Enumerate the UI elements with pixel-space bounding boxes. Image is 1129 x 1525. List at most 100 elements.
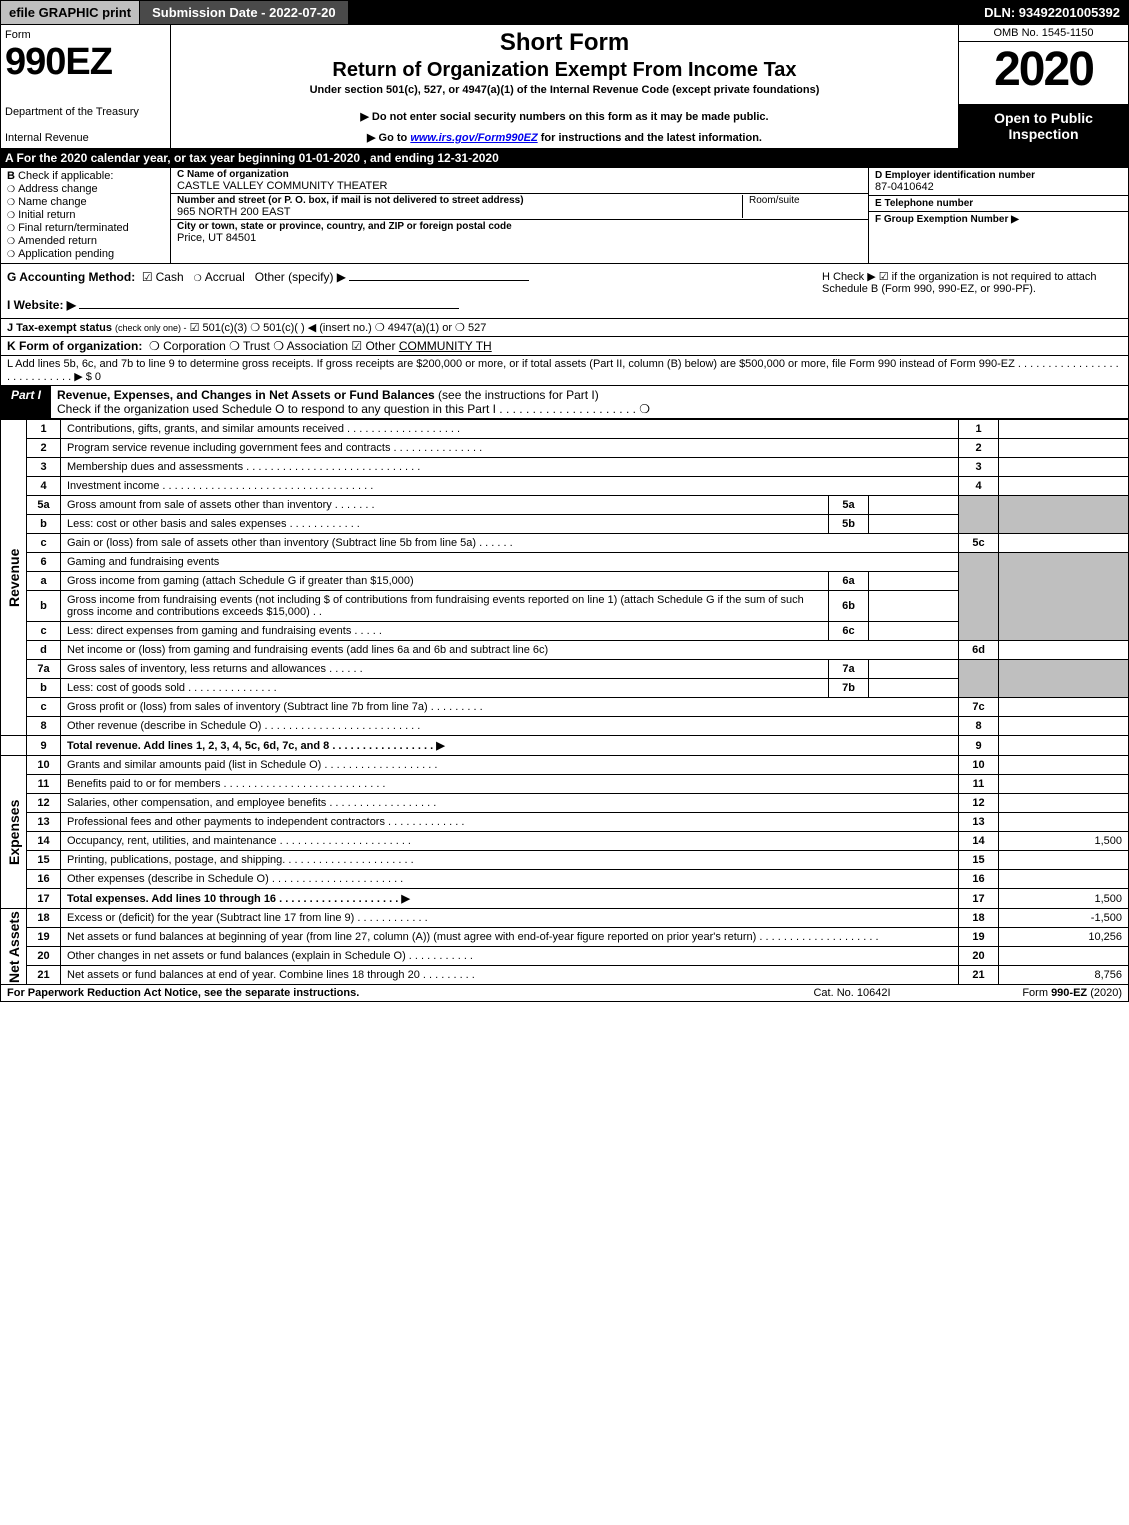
section-bcdef: B Check if applicable: Address change Na… <box>0 168 1129 264</box>
dln-label: DLN: 93492201005392 <box>976 1 1128 24</box>
form-word: Form <box>5 29 162 41</box>
c-name-value: CASTLE VALLEY COMMUNITY THEATER <box>177 180 862 192</box>
goto-post: for instructions and the latest informat… <box>538 132 762 144</box>
row-7a: 7aGross sales of inventory, less returns… <box>1 660 1129 679</box>
c-addr-label: Number and street (or P. O. box, if mail… <box>177 195 742 206</box>
header-left: Form 990EZ Department of the Treasury In… <box>1 25 171 148</box>
footer: For Paperwork Reduction Act Notice, see … <box>0 985 1129 1002</box>
k-other-val: COMMUNITY TH <box>399 339 492 353</box>
part1-title-main: Revenue, Expenses, and Changes in Net As… <box>57 388 435 402</box>
row-6d: dNet income or (loss) from gaming and fu… <box>1 641 1129 660</box>
row-14: 14Occupancy, rent, utilities, and mainte… <box>1 832 1129 851</box>
j-label: J Tax-exempt status <box>7 322 112 334</box>
header-center: Short Form Return of Organization Exempt… <box>171 25 958 148</box>
part1-title: Revenue, Expenses, and Changes in Net As… <box>51 386 1128 418</box>
c-city-value: Price, UT 84501 <box>177 232 862 244</box>
col-def: D Employer identification number 87-0410… <box>868 168 1128 263</box>
row-13: 13Professional fees and other payments t… <box>1 813 1129 832</box>
side-netassets: Net Assets <box>1 909 27 985</box>
chk-final-return[interactable]: Final return/terminated <box>7 222 164 234</box>
b-check-if: Check if applicable: <box>18 170 113 182</box>
h-schedule-b: H Check ▶ ☑ if the organization is not r… <box>822 270 1122 312</box>
col-b: B Check if applicable: Address change Na… <box>1 168 171 263</box>
row-15: 15Printing, publications, postage, and s… <box>1 851 1129 870</box>
row-20: 20Other changes in net assets or fund ba… <box>1 947 1129 966</box>
j-tax-exempt: J Tax-exempt status (check only one) - ☑… <box>0 319 1129 337</box>
f-group-row: F Group Exemption Number ▶ <box>869 212 1128 263</box>
footer-catno: Cat. No. 10642I <box>752 987 952 999</box>
row-10: Expenses 10Grants and similar amounts pa… <box>1 756 1129 775</box>
row-11: 11Benefits paid to or for members . . . … <box>1 775 1129 794</box>
tax-year: 2020 <box>959 42 1128 104</box>
efile-print-button[interactable]: efile GRAPHIC print <box>1 1 140 24</box>
part1-label: Part I <box>1 386 51 418</box>
row-1: Revenue 1Contributions, gifts, grants, a… <box>1 420 1129 439</box>
chk-address-change[interactable]: Address change <box>7 183 164 195</box>
l-gross-receipts: L Add lines 5b, 6c, and 7b to line 9 to … <box>0 356 1129 386</box>
row-5c: cGain or (loss) from sale of assets othe… <box>1 534 1129 553</box>
k-opts[interactable]: ❍ Corporation ❍ Trust ❍ Association ☑ Ot… <box>149 339 395 353</box>
k-label: K Form of organization: <box>7 339 142 353</box>
part1-title-sub: (see the instructions for Part I) <box>438 388 599 402</box>
header-right: OMB No. 1545-1150 2020 Open to Public In… <box>958 25 1128 148</box>
d-ein-value: 87-0410642 <box>875 181 1122 193</box>
goto-line: ▶ Go to www.irs.gov/Form990EZ for instru… <box>179 131 950 144</box>
row-4: 4Investment income . . . . . . . . . . .… <box>1 477 1129 496</box>
d-ein-row: D Employer identification number 87-0410… <box>869 168 1128 196</box>
g-other-blank[interactable] <box>349 280 529 281</box>
website-blank[interactable] <box>79 308 459 309</box>
row-2: 2Program service revenue including gover… <box>1 439 1129 458</box>
row-5a: 5aGross amount from sale of assets other… <box>1 496 1129 515</box>
g-cash-check[interactable] <box>142 270 156 284</box>
topbar: efile GRAPHIC print Submission Date - 20… <box>0 0 1129 25</box>
row-21: 21Net assets or fund balances at end of … <box>1 966 1129 985</box>
footer-left: For Paperwork Reduction Act Notice, see … <box>7 987 752 999</box>
k-form-org: K Form of organization: ❍ Corporation ❍ … <box>0 337 1129 356</box>
part1-header: Part I Revenue, Expenses, and Changes in… <box>0 386 1129 419</box>
goto-pre: ▶ Go to <box>367 132 410 144</box>
footer-right: Form 990-EZ (2020) <box>952 987 1122 999</box>
chk-amended-return[interactable]: Amended return <box>7 235 164 247</box>
dept-treasury: Department of the Treasury <box>5 106 162 118</box>
g-accrual-check[interactable] <box>194 270 205 284</box>
irs-label: Internal Revenue <box>5 132 162 144</box>
g-label: G Accounting Method: <box>7 270 135 284</box>
c-name-row: C Name of organization CASTLE VALLEY COM… <box>171 168 868 194</box>
j-opts[interactable]: ☑ 501(c)(3) ❍ 501(c)( ) ◀ (insert no.) ❍… <box>190 322 487 334</box>
room-suite: Room/suite <box>742 195 862 218</box>
ssn-warning: ▶ Do not enter social security numbers o… <box>179 110 950 123</box>
row-6: 6Gaming and fundraising events <box>1 553 1129 572</box>
goto-link[interactable]: www.irs.gov/Form990EZ <box>410 132 537 144</box>
side-revenue: Revenue <box>1 420 27 736</box>
side-expenses: Expenses <box>1 756 27 909</box>
col-c: C Name of organization CASTLE VALLEY COM… <box>171 168 868 263</box>
part1-check-line: Check if the organization used Schedule … <box>57 402 650 416</box>
row-7c: cGross profit or (loss) from sales of in… <box>1 698 1129 717</box>
g-h-row: G Accounting Method: Cash Accrual Other … <box>0 264 1129 319</box>
g-accounting: G Accounting Method: Cash Accrual Other … <box>7 270 822 312</box>
title-short-form: Short Form <box>179 29 950 57</box>
e-label: E Telephone number <box>875 198 1122 209</box>
subtitle-under: Under section 501(c), 527, or 4947(a)(1)… <box>179 84 950 96</box>
row-3: 3Membership dues and assessments . . . .… <box>1 458 1129 477</box>
title-return-exempt: Return of Organization Exempt From Incom… <box>179 59 950 82</box>
row-18: Net Assets 18Excess or (deficit) for the… <box>1 909 1129 928</box>
row-8: 8Other revenue (describe in Schedule O) … <box>1 717 1129 736</box>
open-to-public: Open to Public Inspection <box>959 104 1128 148</box>
topbar-spacer <box>348 1 977 24</box>
row-a-tax-year: A For the 2020 calendar year, or tax yea… <box>0 149 1129 168</box>
form-number: 990EZ <box>5 41 162 84</box>
chk-name-change[interactable]: Name change <box>7 196 164 208</box>
c-city-label: City or town, state or province, country… <box>177 221 862 232</box>
chk-initial-return[interactable]: Initial return <box>7 209 164 221</box>
c-addr-value: 965 NORTH 200 EAST <box>177 206 742 218</box>
b-label: B <box>7 170 15 182</box>
row-12: 12Salaries, other compensation, and empl… <box>1 794 1129 813</box>
f-label: F Group Exemption Number ▶ <box>875 214 1122 225</box>
j-sub: (check only one) - <box>115 323 187 333</box>
i-label: I Website: ▶ <box>7 298 76 312</box>
chk-application-pending[interactable]: Application pending <box>7 248 164 260</box>
submission-date-button[interactable]: Submission Date - 2022-07-20 <box>140 1 348 24</box>
row-9: 9Total revenue. Add lines 1, 2, 3, 4, 5c… <box>1 736 1129 756</box>
form-header: Form 990EZ Department of the Treasury In… <box>0 25 1129 149</box>
